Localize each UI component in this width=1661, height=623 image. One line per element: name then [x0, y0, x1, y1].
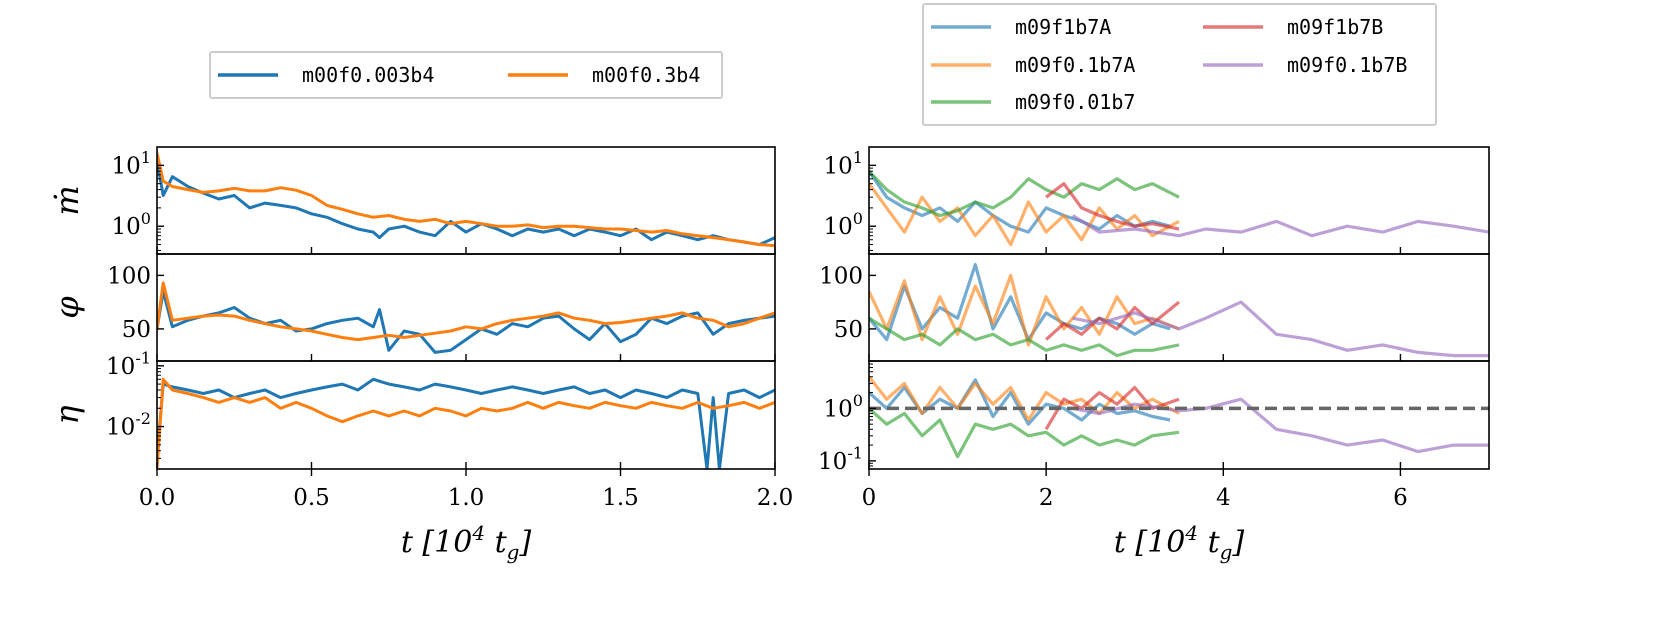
x-tick-label: 0.5 — [293, 485, 330, 511]
series-line-m09f1b7A — [869, 170, 1171, 234]
y-axis-label: ṁ — [48, 185, 86, 215]
y-tick-label: 10-1 — [106, 348, 151, 379]
series-line-m00f0.3b4 — [157, 152, 775, 248]
series-line-m09f0.1b7A — [869, 273, 1180, 347]
x-tick-label: 6 — [1393, 485, 1408, 511]
plot-axes: 100 101 ṁ 50 100 φ 10-2 10-1 η 0.0 0.5 1.0 1.5 2.0 t [… — [48, 146, 1490, 564]
y-tick-label: 50 — [122, 317, 151, 343]
x-tick-label: 4 — [1216, 485, 1231, 511]
legend-label-m00f0.003b4: m00f0.003b4 — [302, 63, 434, 87]
y-tick-label: 100 — [823, 209, 863, 240]
series-line-m09f1b7B — [1045, 300, 1181, 341]
legend-left: m00f0.003b4 m00f0.3b4 — [209, 51, 723, 99]
legend-right: m09f1b7A m09f1b7B m09f0.1b7A m09f0.1b7B m09f… — [922, 3, 1437, 126]
row-0-0-lines — [157, 152, 775, 248]
x-tick-label: 0 — [862, 485, 877, 511]
y-tick-label: 100 — [819, 263, 863, 289]
y-tick-label: 50 — [834, 317, 863, 343]
series-line-m09f0.1b7A — [869, 182, 1180, 247]
y-tick-label: 10-2 — [106, 409, 151, 440]
x-tick-label: 1.0 — [448, 485, 485, 511]
row-0-1-lines — [157, 281, 775, 354]
row-1-0-lines — [869, 170, 1489, 247]
y-tick-label: 101 — [823, 148, 863, 179]
series-line-m00f0.3b4 — [157, 377, 775, 469]
series-line-m00f0.3b4 — [157, 281, 775, 342]
x-axis-label: t [104 tg] — [401, 521, 532, 564]
row-0-2-lines — [157, 377, 775, 469]
x-tick-label: 2 — [1039, 485, 1054, 511]
series-line-m09f1b7B — [1045, 182, 1180, 231]
series-line-m00f0.003b4 — [157, 289, 775, 354]
series-line-m00f0.003b4 — [157, 160, 775, 247]
x-axis-label: t [104 tg] — [1114, 521, 1245, 564]
series-line-m09f0.1b7A — [869, 375, 1180, 422]
y-tick-label: 101 — [111, 148, 151, 179]
legend-label-m09f0.01b7: m09f0.01b7 — [1015, 90, 1135, 114]
series-line-m09f0.1b7B — [1072, 397, 1489, 454]
series-line-m09f0.01b7 — [869, 170, 1180, 218]
legend-label-m09f1b7B: m09f1b7B — [1287, 15, 1383, 39]
series-line-m09f0.01b7 — [869, 316, 1180, 358]
y-axis-label: η — [48, 405, 86, 424]
series-line-m09f0.1b7B — [1071, 214, 1489, 238]
y-axis-label: φ — [48, 296, 86, 319]
y-tick-label: 100 — [111, 209, 151, 240]
legend-label-m09f0.1b7A: m09f0.1b7A — [1015, 53, 1135, 77]
plot-lines — [157, 152, 1489, 469]
x-tick-label: 0.0 — [139, 485, 176, 511]
y-tick-label: 100 — [107, 263, 151, 289]
y-tick-label: 10-1 — [818, 444, 863, 475]
series-line-m00f0.003b4 — [157, 377, 775, 469]
x-tick-label: 1.5 — [602, 485, 639, 511]
legend-label-m09f1b7A: m09f1b7A — [1015, 15, 1111, 39]
legend-label-m00f0.3b4: m00f0.3b4 — [592, 63, 700, 87]
legend-right-frame — [922, 3, 1437, 126]
series-line-m09f0.1b7B — [1072, 300, 1489, 358]
series-line-m09f0.01b7 — [869, 407, 1180, 459]
y-tick-label: 100 — [823, 391, 863, 422]
x-tick-label: 2.0 — [757, 485, 794, 511]
row-1-2-lines — [869, 375, 1489, 459]
axes-frame — [868, 360, 1490, 470]
legend-label-m09f0.1b7B: m09f0.1b7B — [1287, 53, 1407, 77]
legend-left-frame — [209, 51, 723, 99]
row-1-1-lines — [869, 263, 1489, 358]
